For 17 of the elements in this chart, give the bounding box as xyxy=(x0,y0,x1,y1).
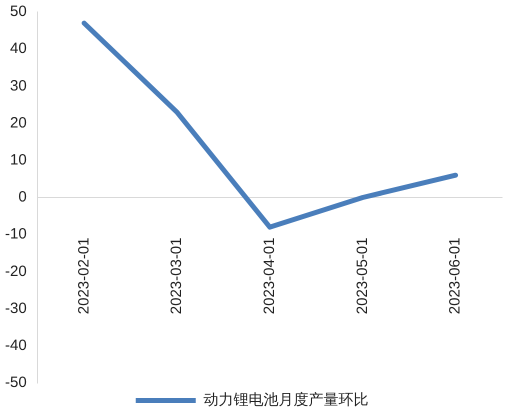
x-tick-label: 2023-06-01 xyxy=(446,238,464,314)
y-tick-label: -50 xyxy=(4,374,27,392)
y-tick-label: 40 xyxy=(10,40,27,58)
y-tick-label: 10 xyxy=(10,152,27,169)
x-tick-label: 2023-02-01 xyxy=(75,238,92,314)
y-tick-label: -40 xyxy=(4,337,27,354)
y-tick-label: -30 xyxy=(4,300,27,317)
x-tick-label: 2023-05-01 xyxy=(354,238,371,314)
y-tick-label: 20 xyxy=(10,114,27,132)
y-tick-label: 30 xyxy=(10,77,27,94)
y-tick-label: -20 xyxy=(4,262,27,280)
x-tick-label: 2023-03-01 xyxy=(168,238,186,314)
legend-label: 动力锂电池月度产量环比 xyxy=(203,390,368,408)
y-tick-label: 0 xyxy=(18,188,27,206)
x-tick-label: 2023-04-01 xyxy=(260,238,278,314)
y-tick-label: 50 xyxy=(10,3,27,20)
y-tick-label: -10 xyxy=(4,226,27,243)
